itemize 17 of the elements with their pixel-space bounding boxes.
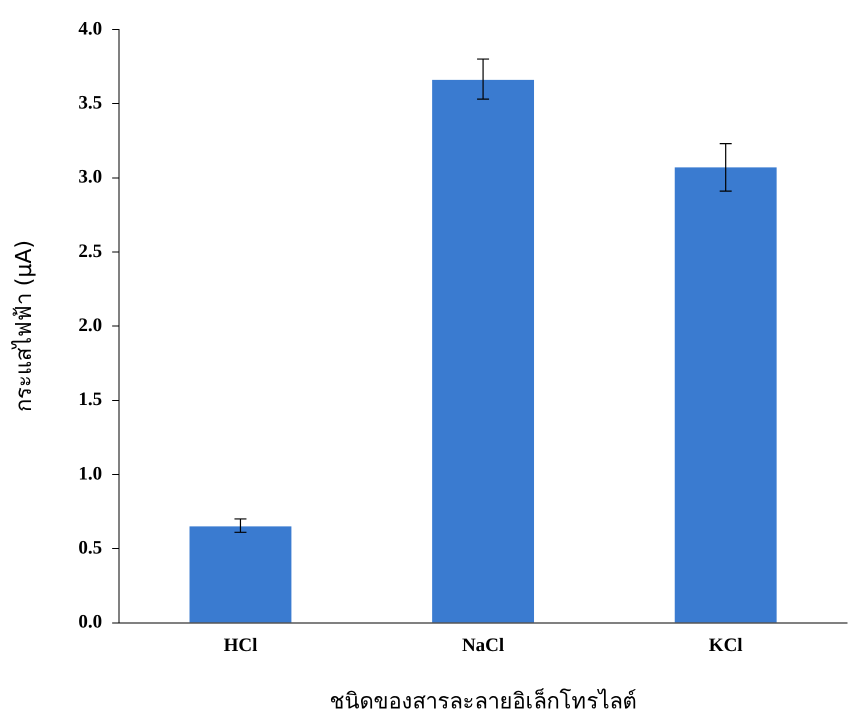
bar <box>674 167 777 622</box>
bar <box>432 80 534 622</box>
y-tick-label: 3.5 <box>78 92 102 114</box>
x-tick-label: KCl <box>708 635 743 656</box>
y-axis-title: กระแสไฟฟ้า (μA) <box>10 240 37 412</box>
y-tick-label: 0.5 <box>78 538 102 559</box>
y-tick-label: 4.0 <box>78 18 102 40</box>
y-tick-label: 2.0 <box>78 315 102 336</box>
y-tick-label: 0.0 <box>78 612 102 633</box>
x-axis-title: ชนิดของสารละลายอิเล็กโทรไลต์ <box>330 686 637 715</box>
x-tick-label: HCl <box>224 635 258 656</box>
y-tick-label: 1.5 <box>78 389 102 410</box>
y-tick-label: 2.5 <box>78 240 102 262</box>
x-tick-label: NaCl <box>462 635 504 656</box>
bar <box>190 526 292 622</box>
y-tick-label: 3.0 <box>78 166 102 188</box>
y-tick-label: 1.0 <box>78 463 102 484</box>
